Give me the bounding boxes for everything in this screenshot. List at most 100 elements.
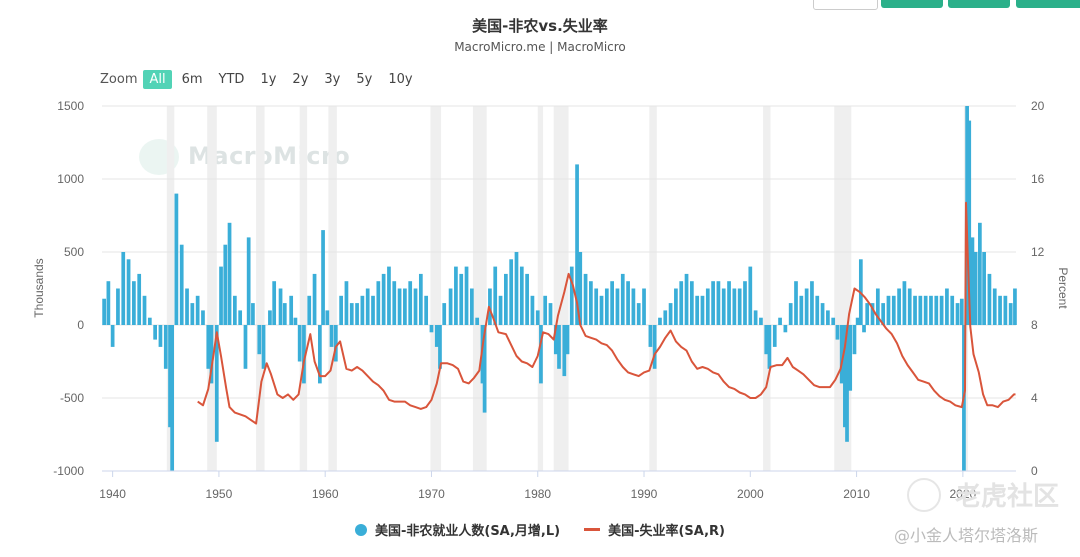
payroll-bar: [799, 295, 804, 325]
legend-item-unemployment[interactable]: 美国-失业率(SA,R): [584, 520, 725, 539]
payroll-bar: [668, 303, 673, 325]
payroll-bar: [102, 298, 106, 325]
chart-title: 美国-非农vs.失业率: [472, 17, 608, 35]
payroll-bar: [321, 230, 325, 325]
payroll-bar: [268, 310, 272, 325]
recession-band: [328, 106, 337, 471]
legend-label-payrolls: 美国-非农就业人数(SA,月增,L): [374, 524, 561, 539]
payroll-bar: [565, 325, 570, 355]
payroll-bar: [881, 303, 886, 325]
y-left-tick-label: 1500: [57, 99, 84, 113]
chart-subtitle: MacroMicro.me | MacroMicro: [454, 40, 626, 54]
y-right-tick-label: 8: [1031, 318, 1038, 332]
payroll-bar: [297, 325, 302, 362]
payroll-bar: [514, 252, 519, 325]
payroll-bar: [970, 237, 975, 325]
zoom-all-button[interactable]: All: [143, 70, 172, 89]
axes: 1500 1000 500 0 -500 -1000 20 16 12 8 4 0 1940 1950 19…: [32, 99, 1070, 501]
payroll-bar: [778, 317, 782, 325]
payroll-bar: [349, 303, 354, 325]
payroll-bar: [815, 295, 820, 325]
settings-button[interactable]: [1016, 0, 1080, 8]
payroll-bar: [185, 288, 189, 325]
payroll-bar: [663, 310, 668, 325]
payroll-bar: [475, 317, 480, 325]
payroll-bar: [599, 295, 604, 325]
payroll-bar: [973, 252, 978, 325]
x-tick-label: 2000: [737, 487, 764, 501]
payroll-bar: [569, 266, 574, 325]
payroll-bar: [753, 310, 758, 325]
payroll-bar: [333, 325, 338, 362]
payroll-bar: [302, 325, 306, 384]
export-button[interactable]: [813, 0, 878, 10]
zoom-1y-button[interactable]: 1y: [260, 72, 277, 87]
payroll-bar: [862, 325, 866, 333]
x-tick-label: 1940: [99, 487, 126, 501]
recession-band: [166, 106, 175, 471]
payroll-bar: [604, 288, 609, 325]
payroll-bar: [142, 295, 147, 325]
zoom-3y-button[interactable]: 3y: [324, 72, 341, 87]
payroll-bar: [934, 295, 939, 325]
payroll-bar: [987, 273, 992, 325]
payroll-bar: [620, 273, 625, 325]
payroll-bar: [392, 281, 397, 325]
y-right-tick-label: 4: [1031, 391, 1038, 405]
zoom-2y-button[interactable]: 2y: [292, 72, 309, 87]
x-tick-label: 1990: [631, 487, 658, 501]
payroll-bar: [945, 288, 949, 325]
y-right-tick-label: 20: [1031, 99, 1045, 113]
payroll-bar: [459, 273, 464, 325]
x-tick-label: 2020: [950, 487, 977, 501]
payroll-bar: [219, 266, 223, 325]
payroll-bar: [223, 244, 228, 325]
payroll-bar: [387, 266, 391, 325]
payroll-bars: [102, 106, 1017, 471]
y-left-tick-label: 500: [64, 245, 84, 259]
zoom-ytd-button[interactable]: YTD: [218, 72, 245, 87]
payroll-bar: [848, 325, 853, 391]
payroll-bar: [442, 303, 447, 325]
zoom-10y-button[interactable]: 10y: [388, 72, 413, 87]
payroll-bar: [562, 325, 567, 377]
payroll-bar: [519, 266, 524, 325]
legend-item-payrolls[interactable]: 美国-非农就业人数(SA,月增,L): [354, 520, 561, 539]
payroll-bar: [232, 295, 237, 325]
x-tick-label: 1970: [418, 487, 445, 501]
y-left-axis-title: Thousands: [32, 258, 46, 317]
download-button[interactable]: [948, 0, 1010, 8]
payroll-bar: [679, 281, 684, 325]
payroll-bar: [743, 281, 747, 325]
payroll-bar: [583, 273, 588, 325]
payroll-bar: [448, 288, 453, 325]
payroll-bar: [998, 295, 1002, 325]
payroll-bar: [553, 325, 558, 355]
payroll-bar: [498, 295, 503, 325]
share-button[interactable]: [881, 0, 943, 8]
payroll-bar: [610, 281, 614, 325]
payroll-bar: [982, 252, 986, 325]
payroll-bar: [325, 310, 330, 325]
payroll-bar: [626, 281, 630, 325]
payroll-bar: [201, 310, 205, 325]
payroll-bar: [594, 288, 599, 325]
y-right-tick-label: 16: [1031, 172, 1045, 186]
recession-band: [256, 106, 265, 471]
payroll-bar: [360, 295, 365, 325]
payroll-bar: [509, 259, 514, 325]
payroll-bar: [711, 281, 715, 325]
payroll-bar: [227, 222, 232, 325]
payroll-bar: [539, 325, 543, 384]
tiger-logo-icon: [907, 478, 941, 512]
payroll-bar: [418, 273, 423, 325]
payroll-bar: [493, 266, 498, 325]
payroll-bar: [469, 288, 474, 325]
payroll-bar: [434, 325, 439, 347]
zoom-5y-button[interactable]: 5y: [356, 72, 373, 87]
legend: 美国-非农就业人数(SA,月增,L) 美国-失业率(SA,R): [0, 520, 1080, 539]
zoom-bar: Zoom All 6m YTD 1y 2y 3y 5y 10y: [100, 70, 423, 89]
payroll-bar: [648, 325, 653, 347]
payroll-bar: [748, 266, 753, 325]
zoom-6m-button[interactable]: 6m: [181, 72, 203, 87]
